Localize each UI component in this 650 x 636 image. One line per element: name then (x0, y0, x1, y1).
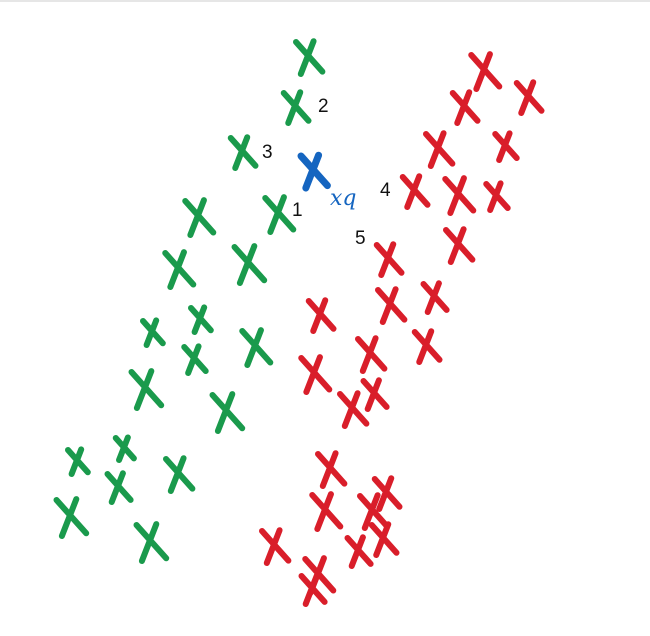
class-b-point (513, 79, 545, 116)
class-b-point (399, 173, 431, 210)
class-b-point (443, 226, 476, 265)
class-b-point (423, 130, 456, 169)
class-a-point (262, 194, 297, 235)
class-b-point (371, 475, 403, 512)
class-b-points (259, 51, 545, 607)
class-a-point (133, 521, 170, 564)
class-a-point (163, 455, 196, 494)
query-point (297, 151, 331, 192)
class-b-point (344, 534, 374, 569)
neighbor-label-1: 1 (292, 200, 303, 221)
class-b-point (357, 492, 390, 531)
class-b-point (309, 491, 344, 532)
class-a-point (231, 243, 268, 286)
neighbor-label-2: 2 (318, 96, 329, 117)
class-b-point (259, 527, 292, 566)
top-border (0, 0, 650, 2)
class-b-point (355, 335, 388, 374)
class-b-point (492, 130, 520, 163)
class-a-point (162, 249, 197, 290)
class-a-point (65, 446, 91, 477)
class-a-point (112, 434, 137, 463)
class-a-point (239, 327, 274, 368)
neighbor-label-4: 4 (380, 180, 391, 201)
class-b-point (360, 377, 390, 412)
class-b-point (337, 390, 370, 429)
class-b-point (442, 175, 477, 216)
class-a-point (104, 470, 134, 505)
class-b-point (420, 280, 450, 315)
neighbor-label-5: 5 (355, 228, 366, 249)
class-b-point (449, 89, 481, 126)
class-a-point (209, 391, 246, 434)
class-a-point (140, 317, 166, 348)
class-b-point (468, 51, 503, 92)
class-a-point (280, 89, 312, 126)
class-b-point (368, 521, 400, 558)
class-a-point (128, 368, 165, 411)
query-label: xq (330, 186, 357, 211)
query-marker (297, 151, 331, 192)
class-b-point (298, 572, 328, 607)
class-b-point (375, 286, 408, 325)
class-a-point (53, 496, 90, 539)
class-b-point (373, 241, 405, 278)
class-a-point (182, 197, 217, 238)
class-a-point (293, 38, 326, 77)
class-a-points (53, 38, 326, 564)
class-b-point (411, 328, 443, 365)
class-a-point (181, 343, 209, 376)
class-b-point (315, 450, 348, 489)
class-a-point (188, 304, 214, 335)
neighbor-label-3: 3 (262, 142, 273, 163)
class-b-point (483, 180, 511, 213)
class-b-point (298, 354, 333, 395)
class-b-point (305, 297, 337, 334)
class-a-point (227, 134, 259, 171)
